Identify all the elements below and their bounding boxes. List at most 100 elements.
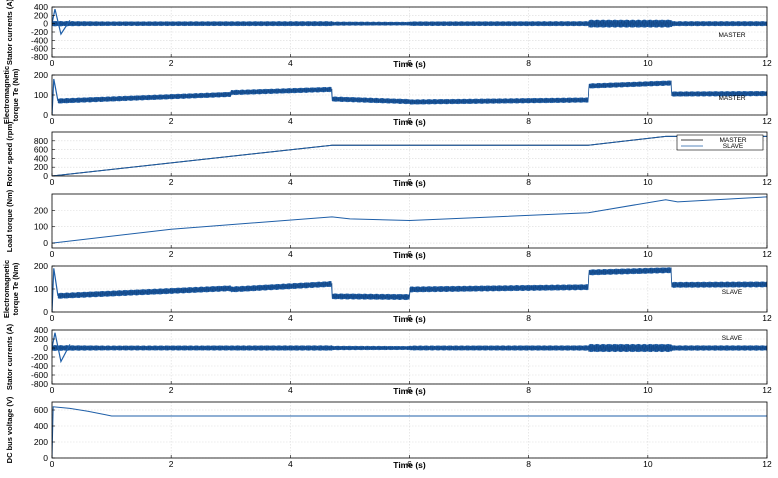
x-tick-label: 6 [407, 313, 412, 323]
panel-annotation: MASTER [718, 95, 745, 102]
x-tick-label: 12 [762, 177, 772, 187]
y-tick-label: -200 [31, 27, 48, 37]
x-tick-label: 10 [643, 385, 653, 395]
x-tick-label: 12 [762, 459, 772, 469]
x-tick-label: 8 [526, 313, 531, 323]
series-transient [52, 332, 71, 364]
subplot-4: 0 2 4 6 8 10 12 200 100 0 Time (s) Load torque (Nm) [5, 189, 772, 260]
x-axis-label: Time (s) [393, 314, 426, 324]
x-tick-label: 2 [169, 116, 174, 126]
series-transient [52, 8, 71, 36]
x-tick-label: 8 [526, 459, 531, 469]
series-band [57, 267, 767, 300]
series-line [52, 406, 767, 458]
panel-annotation: SLAVE [722, 335, 743, 342]
y-tick-label: 0 [43, 307, 48, 317]
x-tick-label: 0 [50, 313, 55, 323]
y-tick-label: 400 [34, 153, 48, 163]
y-tick-label: 600 [34, 405, 48, 415]
x-tick-label: 6 [407, 459, 412, 469]
x-tick-label: 8 [526, 177, 531, 187]
y-tick-label: -400 [31, 35, 48, 45]
legend-label: SLAVE [723, 143, 744, 150]
y-tick-label: 0 [43, 238, 48, 248]
series-transient [52, 78, 59, 115]
x-tick-label: 0 [50, 459, 55, 469]
x-tick-label: 2 [169, 58, 174, 68]
series-band [57, 80, 767, 105]
x-tick-label: 2 [169, 385, 174, 395]
x-tick-label: 10 [643, 116, 653, 126]
series-line [52, 196, 767, 244]
subplot-2: 0 2 4 6 8 10 12 200 100 0 Time (s) Electromagnetict… [2, 66, 772, 127]
y-tick-label: 0 [43, 453, 48, 463]
x-tick-label: 10 [643, 249, 653, 259]
series-transient [52, 268, 59, 312]
x-tick-label: 0 [50, 385, 55, 395]
y-axis-label: Stator currents (A) [5, 323, 14, 390]
y-tick-label: 400 [34, 2, 48, 12]
y-tick-label: -400 [31, 361, 48, 371]
x-tick-label: 6 [407, 385, 412, 395]
x-tick-label: 0 [50, 249, 55, 259]
x-tick-label: 2 [169, 177, 174, 187]
y-tick-label: 0 [43, 110, 48, 120]
y-tick-label: 200 [34, 10, 48, 20]
y-tick-label: -600 [31, 370, 48, 380]
x-tick-label: 12 [762, 385, 772, 395]
x-tick-label: 4 [288, 177, 293, 187]
x-tick-label: 4 [288, 58, 293, 68]
y-axis-label: Electromagnetictorque Te (Nm) [2, 260, 20, 318]
x-axis-label: Time (s) [393, 460, 426, 470]
x-tick-label: 8 [526, 385, 531, 395]
y-axis-label: Electromagnetictorque Te (Nm) [2, 66, 20, 124]
x-tick-label: 2 [169, 249, 174, 259]
y-axis-label: Load torque (Nm) [5, 189, 14, 252]
x-tick-label: 10 [643, 459, 653, 469]
panel-annotation: SLAVE [722, 289, 743, 296]
subplot-5: 0 2 4 6 8 10 12 200 100 0 Time (s) Electromagnetict… [2, 260, 772, 324]
y-tick-label: 0 [43, 343, 48, 353]
legend-label: MASTER [719, 137, 746, 144]
x-tick-label: 8 [526, 58, 531, 68]
x-axis-label: Time (s) [393, 178, 426, 188]
x-tick-label: 12 [762, 58, 772, 68]
y-tick-label: -200 [31, 352, 48, 362]
subplot-7: 0 2 4 6 8 10 12 600 400 200 0 Time (s) DC bus voltag… [5, 396, 772, 470]
y-tick-label: 200 [34, 334, 48, 344]
x-axis-label: Time (s) [393, 386, 426, 396]
x-axis-label: Time (s) [393, 117, 426, 127]
y-tick-label: 100 [34, 284, 48, 294]
y-tick-label: -800 [31, 52, 48, 62]
series-oscillation [52, 19, 767, 28]
x-tick-label: 10 [643, 58, 653, 68]
x-tick-label: 4 [288, 116, 293, 126]
x-tick-label: 2 [169, 459, 174, 469]
y-tick-label: 0 [43, 19, 48, 29]
y-tick-label: 100 [34, 90, 48, 100]
x-tick-label: 6 [407, 249, 412, 259]
x-tick-label: 4 [288, 249, 293, 259]
y-tick-label: 600 [34, 145, 48, 155]
x-tick-label: 12 [762, 313, 772, 323]
x-tick-label: 6 [407, 177, 412, 187]
y-axis-label: Stator currents (A) [5, 0, 14, 65]
series-oscillation [57, 267, 767, 300]
y-tick-label: 200 [34, 205, 48, 215]
y-axis-label: Rotor speed (rpm) [5, 121, 14, 187]
x-tick-label: 12 [762, 249, 772, 259]
x-tick-label: 8 [526, 116, 531, 126]
x-tick-label: 10 [643, 177, 653, 187]
y-tick-label: 200 [34, 70, 48, 80]
series-oscillation [57, 80, 767, 105]
y-tick-label: -600 [31, 44, 48, 54]
y-tick-label: 200 [34, 437, 48, 447]
x-tick-label: 0 [50, 177, 55, 187]
x-tick-label: 10 [643, 313, 653, 323]
y-tick-label: 400 [34, 421, 48, 431]
y-tick-label: 200 [34, 261, 48, 271]
